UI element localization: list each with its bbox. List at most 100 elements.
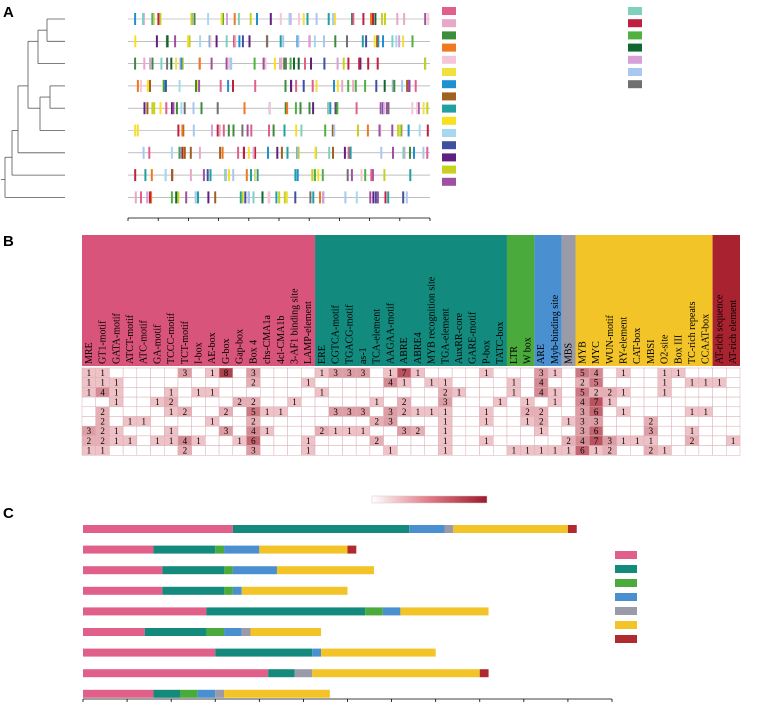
heatmap-cell-value: 1 [457,387,462,397]
heatmap-cell-value: 1 [690,426,695,436]
motif-element [311,169,314,182]
heatmap-cell [355,416,371,427]
heatmap-cell [424,416,439,427]
heatmap-cell-value: 2 [169,397,174,407]
motif-element [327,102,330,115]
motif-element [250,124,253,137]
motif-element [417,102,420,115]
motif-element [230,57,233,70]
motif-element [347,146,350,159]
heatmap-cell [273,396,288,408]
heatmap-cell [136,425,151,437]
heatmap-cell-value: 1 [703,378,708,388]
motif-element [190,13,193,25]
heatmap-cell [369,445,384,456]
heatmap-cell-value: 2 [608,387,613,397]
motif-element [375,79,378,92]
heatmap-cell [493,406,508,417]
heatmap-cell [684,396,700,408]
motif-element [299,102,302,115]
heatmap-cell [410,387,425,398]
heatmap-cell-value: 2 [183,407,188,417]
motif-element [159,102,162,115]
heatmap-cell [424,396,439,408]
heatmap-cell [81,396,96,408]
heatmap-cell [643,367,658,378]
heatmap-cell-value: 1 [169,426,174,436]
colorbar [371,495,488,504]
bar-segment [83,566,163,575]
bar-segment [83,586,163,595]
heatmap-cell [602,367,617,378]
heatmap-cell [273,387,288,398]
group-header-band [82,235,316,366]
heatmap-column-label: ABRE4 [413,332,424,364]
bar-segment [206,607,366,616]
heatmap-cell [205,425,220,437]
heatmap-cell [493,435,508,446]
motif-element [248,35,251,48]
heatmap-cell [328,387,343,398]
motif-element [391,35,394,48]
heatmap-cell-value: 1 [320,387,325,397]
heatmap-cell-value: 1 [416,368,421,378]
motif-element [347,79,350,92]
legend-swatch [628,68,642,76]
motif-element [336,102,339,115]
heatmap-cell [534,396,549,408]
heatmap-column-label: CGTCA-motif [331,304,342,364]
motif-element [391,124,394,137]
motif-element [171,169,173,182]
heatmap-cell [273,416,288,427]
heatmap-cell-value: 1 [87,387,92,397]
motif-element [414,79,417,92]
heatmap-cell-value: 4 [539,378,544,388]
bar-segment [162,586,225,595]
heatmap-cell-value: 3 [361,407,366,417]
heatmap-cell [671,387,686,398]
motif-element [170,191,173,204]
heatmap-cell [616,416,631,427]
heatmap-cell-value: 1 [114,397,119,407]
motif-element [161,79,164,92]
heatmap-cell [150,377,165,388]
legend-swatch [442,177,456,186]
bar-segment [276,566,374,575]
heatmap-cell-value: 1 [361,426,366,436]
motif-element [346,35,348,48]
heatmap-cell-value: 1 [292,397,297,407]
motif-element [323,35,325,48]
heatmap-cell [232,406,247,417]
heatmap-cell [314,445,330,456]
heatmap-column-label: MBS [564,343,575,364]
heatmap-cell-value: 1 [484,436,489,446]
heatmap-cell [451,425,467,437]
heatmap-cell-value: 1 [169,436,174,446]
bar-segment [153,689,180,698]
heatmap-cell [547,435,563,446]
motif-element [160,57,163,70]
heatmap-cell-value: 1 [155,436,160,446]
heatmap-cell [506,367,521,378]
heatmap-cell [301,387,316,398]
heatmap-cell [136,396,151,408]
heatmap-column-label: MYB recognition site [427,276,438,364]
motif-element [153,102,156,115]
heatmap-cell-value: 1 [621,436,626,446]
heatmap-column-label: CAT-box [632,328,643,364]
heatmap-cell [698,445,713,456]
heatmap-cell [451,435,467,446]
legend-swatch [442,68,456,76]
motif-element [402,146,405,159]
heatmap-cell [657,435,672,446]
motif-element [409,146,411,159]
motif-element [245,169,248,182]
heatmap-cell-value: 1 [141,417,146,427]
heatmap-cell-value: 2 [649,446,654,456]
legend-swatch [628,55,642,64]
heatmap-cell-value: 1 [635,436,640,446]
heatmap-cell [191,367,206,378]
heatmap-cell [301,425,316,437]
motif-element [202,169,205,182]
heatmap-cell [671,435,686,446]
